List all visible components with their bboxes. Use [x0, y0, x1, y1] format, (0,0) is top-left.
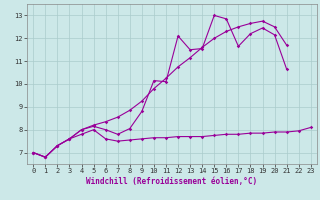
X-axis label: Windchill (Refroidissement éolien,°C): Windchill (Refroidissement éolien,°C)	[86, 177, 258, 186]
